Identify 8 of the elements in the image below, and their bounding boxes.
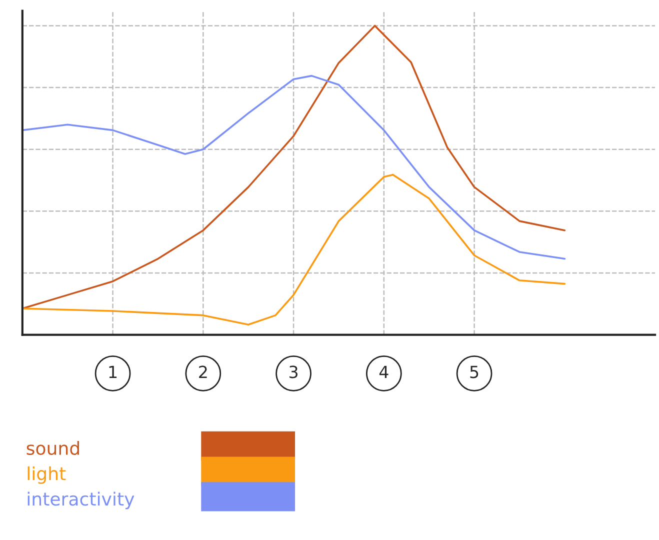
text: interactivity	[28, 492, 134, 510]
x-tick-label: 4	[379, 366, 388, 378]
text: sound	[26, 441, 79, 455]
x-tick-label: 5	[470, 366, 478, 378]
x-tick-label: 3	[290, 366, 298, 378]
text: light	[28, 466, 66, 484]
x-tick-label: 1	[109, 366, 117, 378]
x-tick-label: 2	[199, 366, 207, 378]
